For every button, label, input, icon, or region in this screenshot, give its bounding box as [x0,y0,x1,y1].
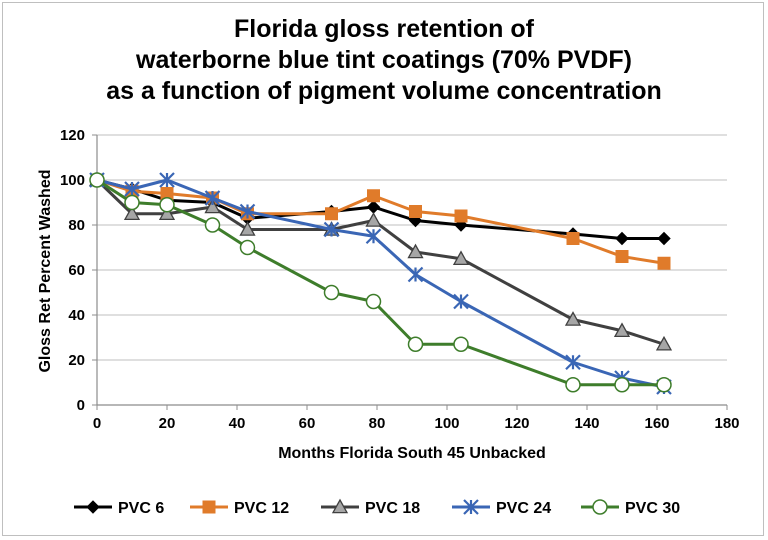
data-point-pvc-18 [407,243,424,259]
legend-item-pvc-24: PVC 24 [452,499,551,517]
chart-title-line-3: as a function of pigment volume concentr… [106,77,662,105]
legend-label: PVC 30 [625,500,680,517]
x-axis-title: Months Florida South 45 Unbacked [278,445,546,462]
data-point-pvc-30 [453,336,469,352]
data-point-pvc-12 [367,189,380,203]
data-point-pvc-30 [614,377,630,393]
data-point-pvc-18 [158,205,176,221]
data-point-pvc-30 [407,336,424,352]
legend-label: PVC 18 [365,500,420,517]
data-point-pvc-12 [325,207,338,221]
series-layer [88,171,673,395]
legend-item-pvc-18: PVC 18 [321,498,420,517]
data-point-pvc-6 [657,231,671,246]
data-point-pvc-30 [124,194,140,211]
chart-title-line-1: Florida gloss retention of [233,15,534,43]
data-point-pvc-24 [365,228,382,245]
legend-label: PVC 6 [118,500,164,517]
tick-labels: 0 20 40 60 80 100 120 140 160 180 0 20 40 60 80 100 120 [60,127,740,432]
data-point-pvc-30 [323,284,340,301]
x-tick-label: 180 [714,415,739,432]
data-point-pvc-18 [123,205,141,221]
y-tick-label: 80 [68,217,85,234]
x-tick-label: 0 [93,415,101,432]
legend-swatch-marker [202,500,216,514]
x-tick-label: 20 [159,415,176,432]
x-tick-label: 40 [229,415,246,432]
legend-label: PVC 24 [496,500,551,517]
legend-label: PVC 12 [234,500,289,517]
legend-item-pvc-30: PVC 30 [581,499,680,517]
data-point-pvc-24 [159,172,175,188]
data-point-pvc-30 [565,377,581,393]
data-point-pvc-12 [615,250,629,263]
axes [92,134,728,410]
x-tick-label: 100 [434,415,459,432]
legend: PVC 6 PVC 12 PVC 18 PVC 24 PVC 30 [74,498,680,517]
data-point-pvc-24 [407,266,424,283]
series-pvc-30 [89,172,672,393]
legend-swatch-marker [463,499,479,515]
series-line-pvc-18 [95,178,665,346]
data-point-pvc-6 [615,231,629,246]
x-tick-label: 160 [644,415,669,432]
y-tick-label: 60 [68,262,85,279]
data-point-pvc-30 [239,239,256,256]
data-point-pvc-18 [613,322,631,338]
chart-title: Florida gloss retention of waterborne bl… [0,14,768,107]
x-tick-label: 60 [299,415,316,432]
y-tick-label: 40 [68,307,85,324]
y-tick-label: 100 [60,172,85,189]
data-point-pvc-18 [452,250,470,266]
data-point-pvc-18 [204,198,221,214]
data-point-pvc-12 [657,256,671,270]
data-point-pvc-18 [365,212,382,227]
x-tick-label: 140 [574,415,599,432]
data-point-pvc-18 [655,335,673,351]
legend-item-pvc-12: PVC 12 [190,500,289,517]
data-point-pvc-24 [565,354,581,371]
data-point-pvc-24 [124,181,140,197]
data-point-pvc-12 [566,232,580,245]
y-tick-label: 0 [77,397,85,414]
data-point-pvc-12 [454,209,468,223]
chart-title-line-2: waterborne blue tint coatings (70% PVDF) [136,46,632,74]
data-point-pvc-30 [656,377,672,393]
gridlines [97,134,727,361]
legend-swatch-marker [331,498,349,514]
legend-swatch-marker [592,499,608,515]
data-point-pvc-12 [409,205,422,218]
series-line-pvc-24 [96,178,665,389]
x-tick-label: 80 [369,415,386,432]
x-tick-label: 120 [504,415,529,432]
data-point-pvc-24 [453,293,469,310]
data-point-pvc-24 [239,203,256,220]
data-point-pvc-30 [89,172,105,188]
series-line-pvc-12 [96,178,665,265]
y-tick-label: 20 [68,352,85,369]
data-point-pvc-30 [204,217,221,233]
data-point-pvc-24 [204,190,221,206]
series-pvc-12 [90,173,671,270]
series-pvc-24 [89,172,672,395]
data-point-pvc-24 [323,221,340,238]
legend-swatch-marker [86,500,100,514]
data-point-pvc-30 [159,197,175,213]
y-axis-title: Gloss Ret Percent Washed [37,169,54,372]
data-point-pvc-30 [365,293,382,310]
data-point-pvc-6 [366,200,381,214]
y-tick-label: 120 [60,127,85,144]
legend-item-pvc-6: PVC 6 [74,500,164,517]
data-point-pvc-18 [239,221,256,236]
data-point-pvc-18 [564,311,582,326]
